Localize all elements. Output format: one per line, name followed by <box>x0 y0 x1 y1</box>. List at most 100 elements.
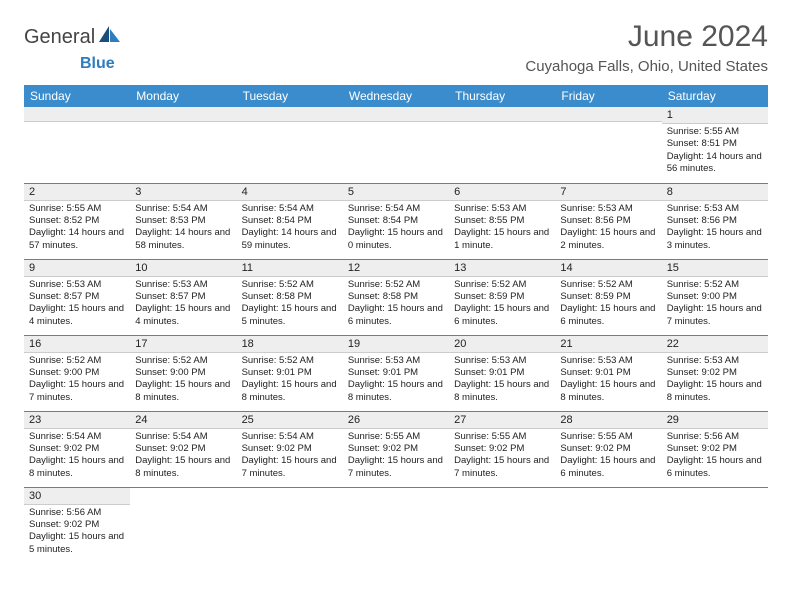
day-number: 3 <box>130 184 236 201</box>
day-number: 28 <box>555 412 661 429</box>
day-details: Sunrise: 5:53 AMSunset: 8:55 PMDaylight:… <box>449 201 555 256</box>
empty-day-header <box>343 107 449 122</box>
calendar-cell: 12Sunrise: 5:52 AMSunset: 8:58 PMDayligh… <box>343 259 449 335</box>
calendar-cell <box>343 107 449 183</box>
day-number: 16 <box>24 336 130 353</box>
calendar-week-row: 30Sunrise: 5:56 AMSunset: 9:02 PMDayligh… <box>24 487 768 563</box>
weekday-header: Tuesday <box>237 85 343 107</box>
calendar-week-row: 2Sunrise: 5:55 AMSunset: 8:52 PMDaylight… <box>24 183 768 259</box>
month-title: June 2024 <box>525 20 768 54</box>
weekday-header: Friday <box>555 85 661 107</box>
calendar-cell: 4Sunrise: 5:54 AMSunset: 8:54 PMDaylight… <box>237 183 343 259</box>
day-details: Sunrise: 5:53 AMSunset: 9:01 PMDaylight:… <box>449 353 555 408</box>
day-number: 8 <box>662 184 768 201</box>
calendar-cell: 23Sunrise: 5:54 AMSunset: 9:02 PMDayligh… <box>24 411 130 487</box>
calendar-cell <box>343 487 449 563</box>
calendar-cell <box>449 107 555 183</box>
calendar-cell: 18Sunrise: 5:52 AMSunset: 9:01 PMDayligh… <box>237 335 343 411</box>
day-number: 13 <box>449 260 555 277</box>
calendar-week-row: 23Sunrise: 5:54 AMSunset: 9:02 PMDayligh… <box>24 411 768 487</box>
day-number: 2 <box>24 184 130 201</box>
calendar-cell: 2Sunrise: 5:55 AMSunset: 8:52 PMDaylight… <box>24 183 130 259</box>
calendar-cell <box>24 107 130 183</box>
day-number: 1 <box>662 107 768 124</box>
calendar-week-row: 16Sunrise: 5:52 AMSunset: 9:00 PMDayligh… <box>24 335 768 411</box>
day-details: Sunrise: 5:54 AMSunset: 8:54 PMDaylight:… <box>237 201 343 256</box>
day-number: 24 <box>130 412 236 429</box>
calendar-cell: 30Sunrise: 5:56 AMSunset: 9:02 PMDayligh… <box>24 487 130 563</box>
calendar-cell <box>449 487 555 563</box>
calendar-cell: 26Sunrise: 5:55 AMSunset: 9:02 PMDayligh… <box>343 411 449 487</box>
day-details: Sunrise: 5:54 AMSunset: 9:02 PMDaylight:… <box>24 429 130 484</box>
day-number: 26 <box>343 412 449 429</box>
day-details: Sunrise: 5:52 AMSunset: 8:58 PMDaylight:… <box>343 277 449 332</box>
day-details: Sunrise: 5:56 AMSunset: 9:02 PMDaylight:… <box>662 429 768 484</box>
day-number: 17 <box>130 336 236 353</box>
empty-day-header <box>449 107 555 122</box>
day-number: 5 <box>343 184 449 201</box>
day-details: Sunrise: 5:53 AMSunset: 8:56 PMDaylight:… <box>662 201 768 256</box>
day-details: Sunrise: 5:54 AMSunset: 9:02 PMDaylight:… <box>237 429 343 484</box>
day-details: Sunrise: 5:55 AMSunset: 8:51 PMDaylight:… <box>662 124 768 179</box>
calendar-cell: 3Sunrise: 5:54 AMSunset: 8:53 PMDaylight… <box>130 183 236 259</box>
day-details: Sunrise: 5:52 AMSunset: 9:00 PMDaylight:… <box>24 353 130 408</box>
day-details: Sunrise: 5:54 AMSunset: 8:53 PMDaylight:… <box>130 201 236 256</box>
calendar-cell: 25Sunrise: 5:54 AMSunset: 9:02 PMDayligh… <box>237 411 343 487</box>
calendar-cell: 11Sunrise: 5:52 AMSunset: 8:58 PMDayligh… <box>237 259 343 335</box>
calendar-cell <box>555 107 661 183</box>
weekday-header: Monday <box>130 85 236 107</box>
day-number: 7 <box>555 184 661 201</box>
day-details: Sunrise: 5:55 AMSunset: 9:02 PMDaylight:… <box>343 429 449 484</box>
day-details: Sunrise: 5:54 AMSunset: 8:54 PMDaylight:… <box>343 201 449 256</box>
empty-day-header <box>130 107 236 122</box>
weekday-header: Sunday <box>24 85 130 107</box>
day-details: Sunrise: 5:53 AMSunset: 9:01 PMDaylight:… <box>555 353 661 408</box>
day-number: 30 <box>24 488 130 505</box>
day-details: Sunrise: 5:56 AMSunset: 9:02 PMDaylight:… <box>24 505 130 560</box>
calendar-week-row: 9Sunrise: 5:53 AMSunset: 8:57 PMDaylight… <box>24 259 768 335</box>
day-number: 25 <box>237 412 343 429</box>
logo-text-2: Blue <box>80 55 792 73</box>
calendar-cell: 1Sunrise: 5:55 AMSunset: 8:51 PMDaylight… <box>662 107 768 183</box>
day-number: 19 <box>343 336 449 353</box>
calendar-cell: 13Sunrise: 5:52 AMSunset: 8:59 PMDayligh… <box>449 259 555 335</box>
calendar-cell: 17Sunrise: 5:52 AMSunset: 9:00 PMDayligh… <box>130 335 236 411</box>
day-number: 9 <box>24 260 130 277</box>
calendar-cell: 10Sunrise: 5:53 AMSunset: 8:57 PMDayligh… <box>130 259 236 335</box>
day-number: 29 <box>662 412 768 429</box>
day-number: 22 <box>662 336 768 353</box>
calendar-cell: 29Sunrise: 5:56 AMSunset: 9:02 PMDayligh… <box>662 411 768 487</box>
calendar-cell: 28Sunrise: 5:55 AMSunset: 9:02 PMDayligh… <box>555 411 661 487</box>
day-number: 11 <box>237 260 343 277</box>
weekday-header: Wednesday <box>343 85 449 107</box>
day-number: 12 <box>343 260 449 277</box>
calendar-cell <box>555 487 661 563</box>
empty-day-header <box>555 107 661 122</box>
day-details: Sunrise: 5:53 AMSunset: 9:01 PMDaylight:… <box>343 353 449 408</box>
logo-text-1: General <box>24 26 95 49</box>
calendar-cell: 14Sunrise: 5:52 AMSunset: 8:59 PMDayligh… <box>555 259 661 335</box>
calendar-cell: 6Sunrise: 5:53 AMSunset: 8:55 PMDaylight… <box>449 183 555 259</box>
empty-day-header <box>237 107 343 122</box>
day-number: 15 <box>662 260 768 277</box>
calendar-cell: 15Sunrise: 5:52 AMSunset: 9:00 PMDayligh… <box>662 259 768 335</box>
day-details: Sunrise: 5:54 AMSunset: 9:02 PMDaylight:… <box>130 429 236 484</box>
day-details: Sunrise: 5:55 AMSunset: 9:02 PMDaylight:… <box>449 429 555 484</box>
calendar-cell: 22Sunrise: 5:53 AMSunset: 9:02 PMDayligh… <box>662 335 768 411</box>
weekday-header: Thursday <box>449 85 555 107</box>
day-number: 20 <box>449 336 555 353</box>
day-details: Sunrise: 5:55 AMSunset: 8:52 PMDaylight:… <box>24 201 130 256</box>
calendar-cell <box>237 107 343 183</box>
day-number: 21 <box>555 336 661 353</box>
calendar-cell: 19Sunrise: 5:53 AMSunset: 9:01 PMDayligh… <box>343 335 449 411</box>
calendar-cell: 8Sunrise: 5:53 AMSunset: 8:56 PMDaylight… <box>662 183 768 259</box>
calendar-cell: 9Sunrise: 5:53 AMSunset: 8:57 PMDaylight… <box>24 259 130 335</box>
day-number: 6 <box>449 184 555 201</box>
day-number: 27 <box>449 412 555 429</box>
day-details: Sunrise: 5:52 AMSunset: 8:59 PMDaylight:… <box>449 277 555 332</box>
calendar-cell <box>237 487 343 563</box>
day-details: Sunrise: 5:52 AMSunset: 9:00 PMDaylight:… <box>130 353 236 408</box>
empty-day-header <box>24 107 130 122</box>
calendar-body: 1Sunrise: 5:55 AMSunset: 8:51 PMDaylight… <box>24 107 768 563</box>
calendar-cell: 27Sunrise: 5:55 AMSunset: 9:02 PMDayligh… <box>449 411 555 487</box>
